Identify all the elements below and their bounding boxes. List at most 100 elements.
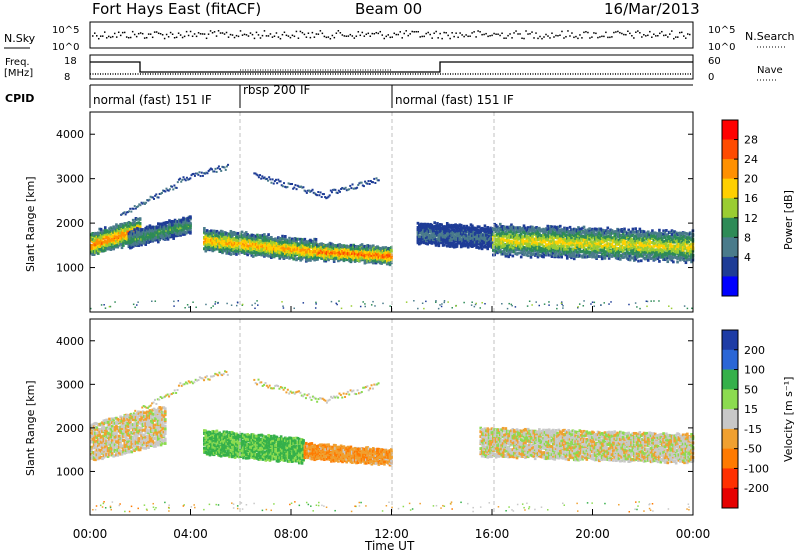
power-echo-cell [244,248,248,252]
noise-point [673,37,675,40]
power-echo-cell [113,227,117,231]
power-echo-cell [431,229,435,233]
power-echo-cell [328,255,332,258]
power-echo-cell [296,251,300,254]
power-echo-cell [285,238,289,242]
power-echo-cell [327,256,330,260]
power-echo-cell [345,246,349,250]
power-echo-cell [143,231,146,235]
power-echo-cell [99,229,103,233]
noise-point [485,32,487,35]
noise-point [645,35,647,37]
power-echo-cell [282,246,286,250]
power-echo-cell [91,238,94,242]
power-echo-cell [203,240,206,244]
power-echo-cell [278,247,282,251]
power-echo-cell [119,242,122,246]
noise-point [351,35,354,37]
power-echo-cell [291,245,294,249]
noise-point [429,33,431,36]
noise-point [457,36,459,39]
power-echo-cell [341,252,344,255]
power-echo-cell [371,254,375,257]
power-echo-cell [102,231,106,235]
power-echo-cell [332,260,336,263]
power-echo-cell [373,258,376,262]
noise-point [129,36,132,39]
power-echo-cell [127,227,131,231]
power-echo-cell [148,235,152,239]
noise-point [359,34,362,37]
power-echo-cell [141,230,145,234]
power-echo-cell [526,254,530,258]
noise-point [389,36,392,39]
power-echo-cell [109,247,113,251]
power-echo-cell [430,233,434,237]
power-echo-cell [103,226,107,229]
power-echo-cell [108,227,111,231]
noise-point [141,32,144,35]
power-echo-cell [148,228,152,232]
power-echo-cell [303,248,307,252]
cpid-segment-2: rbsp 200 IF [243,83,310,97]
noise-point [311,31,314,34]
power-echo-cell [275,254,279,257]
power-echo-cell [215,234,219,238]
power-echo-cell [430,241,434,245]
power-echo-cell [383,258,386,262]
power-echo-cell [158,237,161,241]
power-echo-cell [222,243,226,247]
power-echo-cell [311,254,315,257]
power-echo-cell [170,221,174,225]
power-echo-cell [260,242,263,246]
power-echo-cell [137,244,141,247]
power-echo-cell [101,244,104,248]
power-echo-cell [226,240,230,244]
power-echo-cell [254,245,258,249]
power-echo-cell [221,251,224,255]
power-echo-cell [116,243,120,247]
power-echo-cell [430,235,434,239]
power-echo-cell [306,245,309,249]
power-echo-cell [203,229,206,232]
power-echo-cell [344,247,347,250]
power-echo-cell [272,244,276,248]
noise-point [493,32,495,35]
power-echo-cell [115,228,118,232]
power-echo-cell [338,250,342,254]
power-echo-cell [207,247,210,251]
power-echo-cell [96,240,100,243]
power-echo-cell [265,248,269,252]
power-echo-cell [335,256,339,260]
power-echo-cell [251,236,255,240]
power-echo-cell [211,249,215,253]
power-echo-cell [426,222,429,226]
noise-point [423,35,425,38]
power-echo-cell [356,253,360,257]
power-echo-cell [348,253,351,257]
power-echo-cell [157,233,160,237]
noise-point [581,37,583,39]
noise-point [611,36,613,38]
noise-point [447,34,449,37]
power-echo-cell [204,239,208,243]
power-echo-cell [233,245,237,248]
noise-point [285,34,288,37]
power-echo-cell [254,239,258,243]
noise-point [209,30,212,32]
noise-point [625,33,627,36]
power-echo-cell [120,239,124,243]
power-echo-cell [176,224,180,228]
power-echo-cell [98,244,101,248]
noise-point [465,34,467,36]
power-echo-cell [430,225,434,229]
noise-point [313,36,316,38]
power-echo-cell [203,235,206,239]
power-echo-cell [129,230,132,234]
power-echo-cell [381,253,385,257]
power-echo-cell [138,221,142,225]
power-echo-cell [272,237,276,241]
power-echo-cell [293,243,297,246]
noise-point [369,35,372,37]
noise-point [277,36,280,38]
